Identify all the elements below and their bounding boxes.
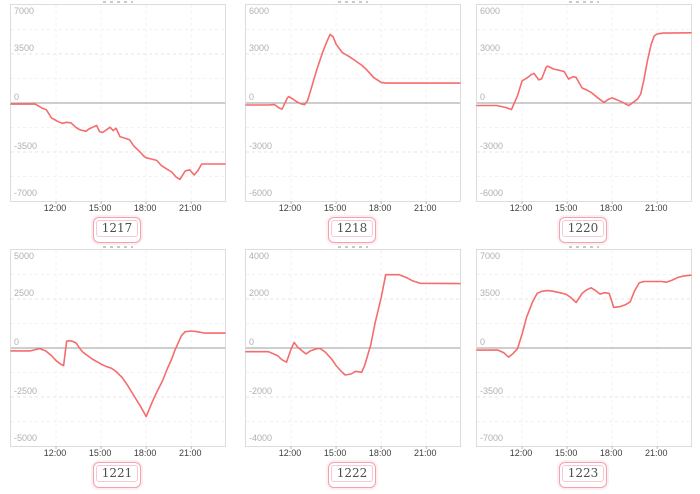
x-axis-tick-label: 18:00 xyxy=(368,203,392,213)
chart-id-badge[interactable]: 1220 xyxy=(558,217,608,243)
x-axis-tick-label: 15:00 xyxy=(88,203,112,213)
chart-id-badge-label: 1221 xyxy=(95,465,139,482)
x-axis-tick-label: 15:00 xyxy=(323,203,347,213)
chart-id-badge-label: 1223 xyxy=(561,465,605,482)
x-axis-tick-label: 18:00 xyxy=(599,203,623,213)
x-axis-tick-label: 12:00 xyxy=(278,448,302,458)
x-axis-tick-label: 18:00 xyxy=(368,448,392,458)
x-axis-tick-label: 21:00 xyxy=(178,203,202,213)
chart-plot-area: 7000 3500 0 -3500 -7000 xyxy=(476,246,692,449)
chart-panel: 7000 3500 0 -3500 -7000 1223 12:00 15:00 18:00… xyxy=(476,246,692,494)
x-axis-tick-label: 15:00 xyxy=(554,448,578,458)
x-axis-tick-label: 18:00 xyxy=(599,448,623,458)
chart-id-badge-label: 1217 xyxy=(95,220,139,237)
x-axis-tick-label: 18:00 xyxy=(133,448,157,458)
chart-id-badge[interactable]: 1222 xyxy=(327,462,377,488)
chart-badge-row: 1221 xyxy=(10,462,224,488)
x-axis-tick-label: 21:00 xyxy=(413,448,437,458)
chart-id-badge-label: 1218 xyxy=(330,220,374,237)
line-chart xyxy=(10,250,226,449)
x-axis-tick-label: 12:00 xyxy=(43,448,67,458)
x-axis-tick-label: 12:00 xyxy=(509,203,533,213)
line-chart xyxy=(476,250,692,449)
x-axis-tick-label: 21:00 xyxy=(178,448,202,458)
chart-badge-row: 1220 xyxy=(476,217,690,243)
chart-panel: 4000 2000 0 -2000 -4000 1222 12:00 15:00 18:00… xyxy=(245,246,461,494)
chart-panel: 6000 3000 0 -3000 -6000 1218 12:00 15:00 18:00… xyxy=(245,1,461,249)
chart-plot-area: 5000 2500 0 -2500 -5000 xyxy=(10,246,226,449)
x-axis-tick-label: 15:00 xyxy=(323,448,347,458)
chart-id-badge[interactable]: 1218 xyxy=(327,217,377,243)
line-chart xyxy=(476,5,692,204)
line-chart xyxy=(245,5,461,204)
chart-plot-area: 4000 2000 0 -2000 -4000 xyxy=(245,246,461,449)
chart-panel: 7000 3500 0 -3500 -7000 1217 12:00 15:00 18:00… xyxy=(10,1,226,249)
chart-panel: 6000 3000 0 -3000 -6000 1220 12:00 15:00 18:00… xyxy=(476,1,692,249)
chart-id-badge[interactable]: 1223 xyxy=(558,462,608,488)
chart-badge-row: 1217 xyxy=(10,217,224,243)
x-axis-tick-label: 12:00 xyxy=(43,203,67,213)
line-chart xyxy=(10,5,226,204)
x-axis-tick-label: 21:00 xyxy=(413,203,437,213)
chart-badge-row: 1222 xyxy=(245,462,459,488)
chart-id-badge-label: 1220 xyxy=(561,220,605,237)
x-axis-tick-label: 15:00 xyxy=(88,448,112,458)
chart-badge-row: 1223 xyxy=(476,462,690,488)
x-axis-tick-label: 12:00 xyxy=(278,203,302,213)
line-chart xyxy=(245,250,461,449)
chart-plot-area: 6000 3000 0 -3000 -6000 xyxy=(476,1,692,204)
x-axis-tick-label: 18:00 xyxy=(133,203,157,213)
chart-panel: 5000 2500 0 -2500 -5000 1221 12:00 15:00 18:00… xyxy=(10,246,226,494)
x-axis-tick-label: 21:00 xyxy=(644,203,668,213)
chart-plot-area: 6000 3000 0 -3000 -6000 xyxy=(245,1,461,204)
chart-id-badge-label: 1222 xyxy=(330,465,374,482)
x-axis-tick-label: 15:00 xyxy=(554,203,578,213)
chart-id-badge[interactable]: 1221 xyxy=(92,462,142,488)
x-axis-tick-label: 21:00 xyxy=(644,448,668,458)
chart-badge-row: 1218 xyxy=(245,217,459,243)
chart-id-badge[interactable]: 1217 xyxy=(92,217,142,243)
x-axis-tick-label: 12:00 xyxy=(509,448,533,458)
chart-plot-area: 7000 3500 0 -3500 -7000 xyxy=(10,1,226,204)
